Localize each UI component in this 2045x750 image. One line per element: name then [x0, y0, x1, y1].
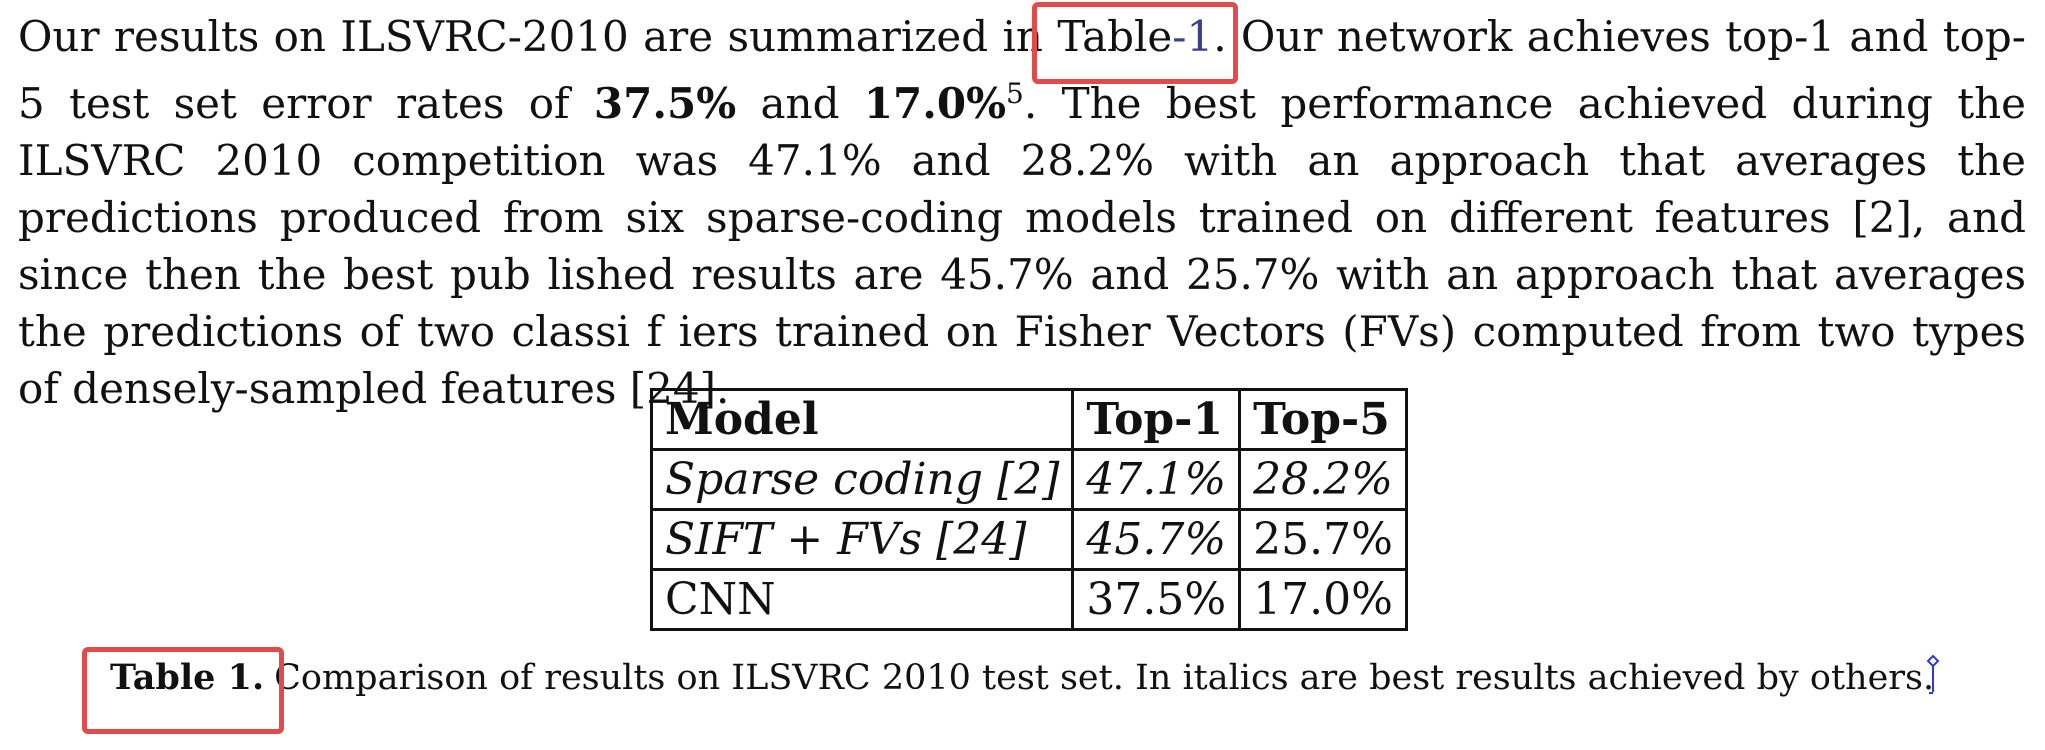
cell-top1: 45.7%	[1071, 508, 1242, 571]
caption-text: Comparison of results on ILSVRC 2010 tes…	[274, 658, 1935, 698]
table-row: Sparse coding [2] 47.1% 28.2%	[649, 448, 1408, 511]
paragraph-text-1: Our results on ILSVRC-2010 are summarize…	[18, 12, 1058, 61]
paragraph-text-3: . The best performance achieved during t…	[18, 79, 2026, 413]
cell-model: Sparse coding [2]	[649, 448, 1075, 511]
caption-label: Table 1.	[110, 657, 265, 698]
paragraph-text-2: . Our network achieves top-1 and top-5 t…	[18, 12, 2026, 128]
table-caption: Table 1. Comparison of results on ILSVRC …	[110, 657, 1934, 698]
header-model: Model	[649, 388, 1075, 451]
top5-error-value: 17.0%	[863, 79, 1007, 128]
cell-model: CNN	[649, 568, 1075, 631]
table-row: SIFT + FVs [24] 45.7% 25.7%	[649, 508, 1408, 571]
table-ref-word: Table	[1057, 12, 1173, 61]
text-cursor-icon[interactable]	[1925, 654, 1941, 696]
results-table-container: Model Top-1 Top-5 Sparse coding [2] 47.1…	[649, 388, 1408, 631]
cell-top5: 25.7%	[1238, 508, 1408, 571]
paragraph-and: and	[736, 79, 864, 128]
cell-top5: 17.0%	[1238, 568, 1408, 631]
cell-top1: 37.5%	[1071, 568, 1242, 631]
footnote-marker[interactable]: 5	[1006, 77, 1024, 110]
cell-model: SIFT + FVs [24]	[649, 508, 1075, 571]
table-ref-number: -1	[1172, 12, 1214, 61]
top1-error-value: 37.5%	[593, 79, 737, 128]
header-top1: Top-1	[1071, 388, 1242, 451]
table-ref-link[interactable]: Table-1	[1057, 12, 1213, 61]
cell-top5: 28.2%	[1238, 448, 1408, 511]
table-row: CNN 37.5% 17.0%	[649, 568, 1408, 631]
cell-top1: 47.1%	[1071, 448, 1242, 511]
table-header-row: Model Top-1 Top-5	[649, 388, 1408, 451]
body-paragraph: Our results on ILSVRC-2010 are summarize…	[18, 8, 2026, 417]
results-table: Model Top-1 Top-5 Sparse coding [2] 47.1…	[649, 388, 1408, 631]
header-top5: Top-5	[1238, 388, 1408, 451]
